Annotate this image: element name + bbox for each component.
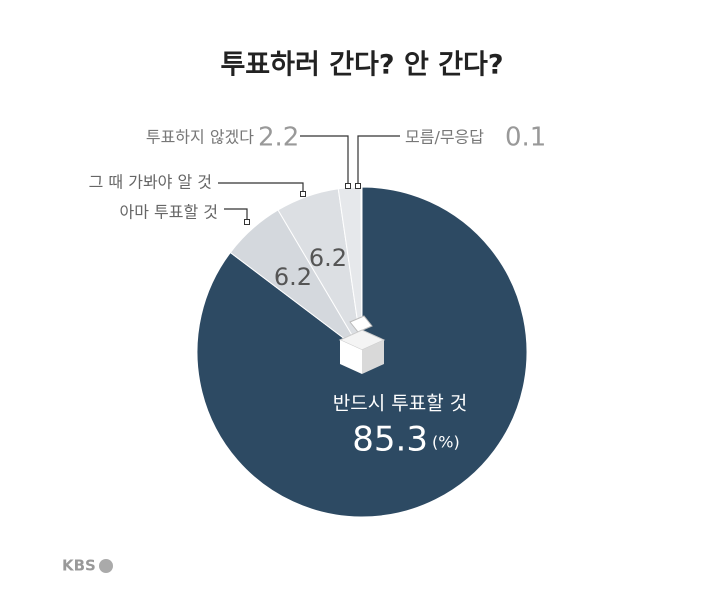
unit-label: (%) <box>432 433 460 452</box>
slice-label: 투표하지 않겠다 <box>146 128 254 147</box>
logo-mark <box>99 559 113 573</box>
value-label: 6.2 <box>309 244 347 272</box>
slice-label: 반드시 투표할 것 <box>333 393 467 415</box>
value-label: 85.3 <box>352 420 428 460</box>
leader-end <box>300 191 306 197</box>
leader-line <box>224 208 248 222</box>
leader-end <box>244 219 250 225</box>
slice-label: 그 때 가봐야 알 것 <box>89 173 212 192</box>
ballot-box-icon <box>338 315 386 374</box>
leader-end <box>355 183 361 189</box>
chart-title: 투표하러 간다? 안 간다? <box>220 50 503 81</box>
leader-end <box>345 183 351 189</box>
value-label: 6.2 <box>274 263 312 291</box>
value-label: 2.2 <box>258 123 299 153</box>
leader-line <box>218 182 304 194</box>
value-label: 0.1 <box>505 123 546 153</box>
leader-line <box>300 135 349 186</box>
slice-label: 모름/무응답 <box>405 128 484 147</box>
leader-line <box>357 135 400 186</box>
slice-label: 아마 투표할 것 <box>120 203 219 222</box>
pie-slice <box>196 186 528 518</box>
logo: KBS <box>62 557 96 575</box>
